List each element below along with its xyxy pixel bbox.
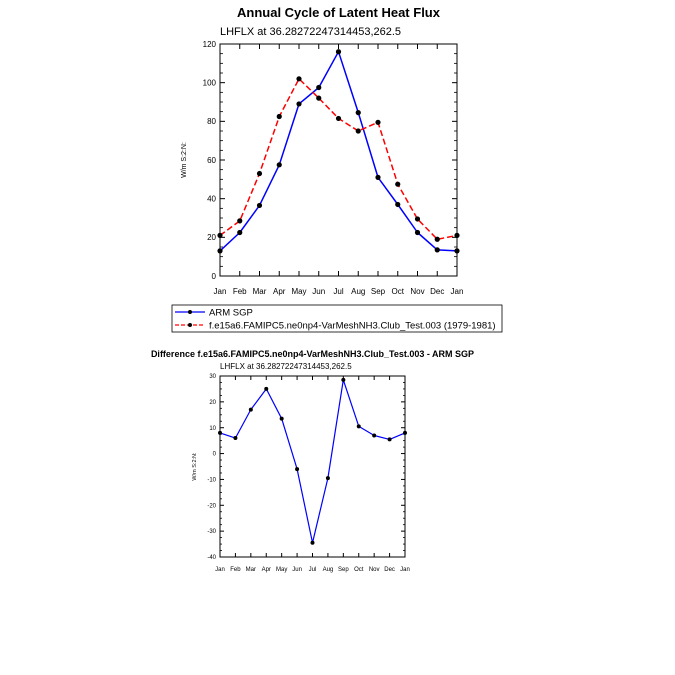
data-point (276, 162, 282, 168)
data-point (237, 229, 243, 236)
y-axis-label: W/m S:2:N: (192, 452, 198, 481)
chart-subtitle: LHFLX at 36.28272247314453,262.5 (220, 26, 401, 38)
data-point (256, 202, 263, 209)
y-tick-label: 120 (203, 40, 217, 49)
y-tick-label: -10 (207, 478, 216, 484)
x-tick-label: Apr (273, 287, 286, 296)
data-point (454, 248, 460, 254)
data-point (356, 424, 361, 429)
series-line-1 (219, 50, 458, 252)
data-point (434, 236, 440, 242)
series-line-2 (219, 78, 458, 241)
data-point (325, 476, 330, 481)
data-point (296, 101, 302, 107)
x-tick-label: Jan (400, 567, 410, 573)
y-tick-label: 30 (209, 374, 216, 380)
y-tick-label: 80 (207, 117, 216, 126)
data-point (296, 76, 302, 82)
y-tick-label: -20 (207, 503, 216, 509)
data-point (387, 437, 392, 442)
data-point (341, 377, 346, 382)
x-tick-label: Jul (333, 287, 343, 296)
x-tick-label: Jan (214, 287, 227, 296)
y-tick-label: 20 (209, 400, 216, 406)
data-point (375, 174, 381, 180)
data-point (316, 84, 322, 91)
x-tick-label: Aug (323, 567, 334, 573)
data-point (454, 232, 460, 238)
legend-marker (188, 310, 192, 314)
y-tick-label: 20 (207, 233, 216, 242)
x-tick-label: Feb (230, 567, 241, 573)
x-tick-label: Apr (262, 567, 271, 573)
x-tick-label: May (276, 567, 287, 573)
data-point (217, 248, 223, 254)
x-tick-label: Jan (451, 287, 464, 296)
y-axis-label: W/m S:2:N: (181, 142, 188, 178)
data-point (414, 216, 421, 222)
data-point (395, 181, 401, 187)
y-tick-label: 0 (212, 272, 217, 281)
x-tick-label: Oct (392, 287, 405, 296)
data-point (355, 128, 361, 134)
legend-marker (188, 323, 192, 327)
x-tick-label: Jun (312, 287, 325, 296)
legend-label: ARM SGP (209, 308, 253, 319)
y-tick-label: -30 (207, 529, 216, 535)
chart-title: Difference f.e15a6.FAMIPC5.ne0np4-VarMes… (151, 349, 474, 359)
data-point (237, 218, 243, 224)
data-point (276, 113, 282, 120)
x-tick-label: May (291, 287, 306, 296)
x-tick-label: Mar (253, 287, 267, 296)
chart-title: Annual Cycle of Latent Heat Flux (237, 5, 441, 20)
x-tick-label: Nov (369, 567, 380, 573)
x-tick-label: Aug (351, 287, 365, 296)
x-tick-label: Sep (371, 287, 386, 296)
y-tick-label: -40 (207, 555, 216, 561)
x-tick-label: Oct (354, 567, 364, 573)
data-point (218, 430, 222, 435)
data-point (248, 407, 253, 412)
x-tick-label: Mar (246, 567, 256, 573)
x-tick-label: Jan (215, 567, 225, 573)
chart-2: Difference f.e15a6.FAMIPC5.ne0np4-VarMes… (151, 349, 474, 573)
data-point (217, 232, 223, 238)
x-tick-label: Sep (338, 567, 349, 573)
y-tick-label: 60 (207, 156, 216, 165)
data-point (256, 170, 263, 177)
legend-box (171, 304, 503, 333)
x-tick-label: Nov (410, 287, 424, 296)
y-tick-label: 40 (207, 194, 216, 203)
x-tick-label: Dec (384, 567, 395, 573)
data-point (403, 430, 407, 435)
y-tick-label: 0 (213, 452, 217, 458)
x-tick-label: Jun (292, 567, 302, 573)
plot-frame (219, 43, 458, 277)
y-tick-label: 10 (209, 426, 216, 432)
data-point (372, 433, 377, 438)
series-line-1 (219, 379, 406, 544)
data-point (264, 386, 269, 391)
data-point (434, 247, 440, 253)
legend-label: f.e15a6.FAMIPC5.ne0np4-VarMeshNH3.Club_T… (209, 321, 496, 332)
data-point (335, 115, 342, 122)
data-point (414, 229, 421, 236)
chart-subtitle: LHFLX at 36.28272247314453,262.5 (220, 362, 352, 371)
x-tick-label: Feb (233, 287, 247, 296)
x-tick-label: Jul (309, 567, 317, 573)
data-point (316, 95, 322, 101)
data-point (279, 416, 284, 421)
plot-frame (219, 375, 406, 558)
chart-1: Annual Cycle of Latent Heat Flux LHFLX at… (171, 5, 503, 333)
data-point (335, 49, 342, 55)
data-point (355, 110, 361, 116)
data-point (233, 436, 238, 441)
data-point (395, 201, 401, 208)
data-point (295, 467, 300, 472)
data-point (375, 119, 381, 125)
data-point (310, 540, 315, 545)
y-tick-label: 100 (203, 78, 217, 87)
x-tick-label: Dec (430, 287, 444, 296)
